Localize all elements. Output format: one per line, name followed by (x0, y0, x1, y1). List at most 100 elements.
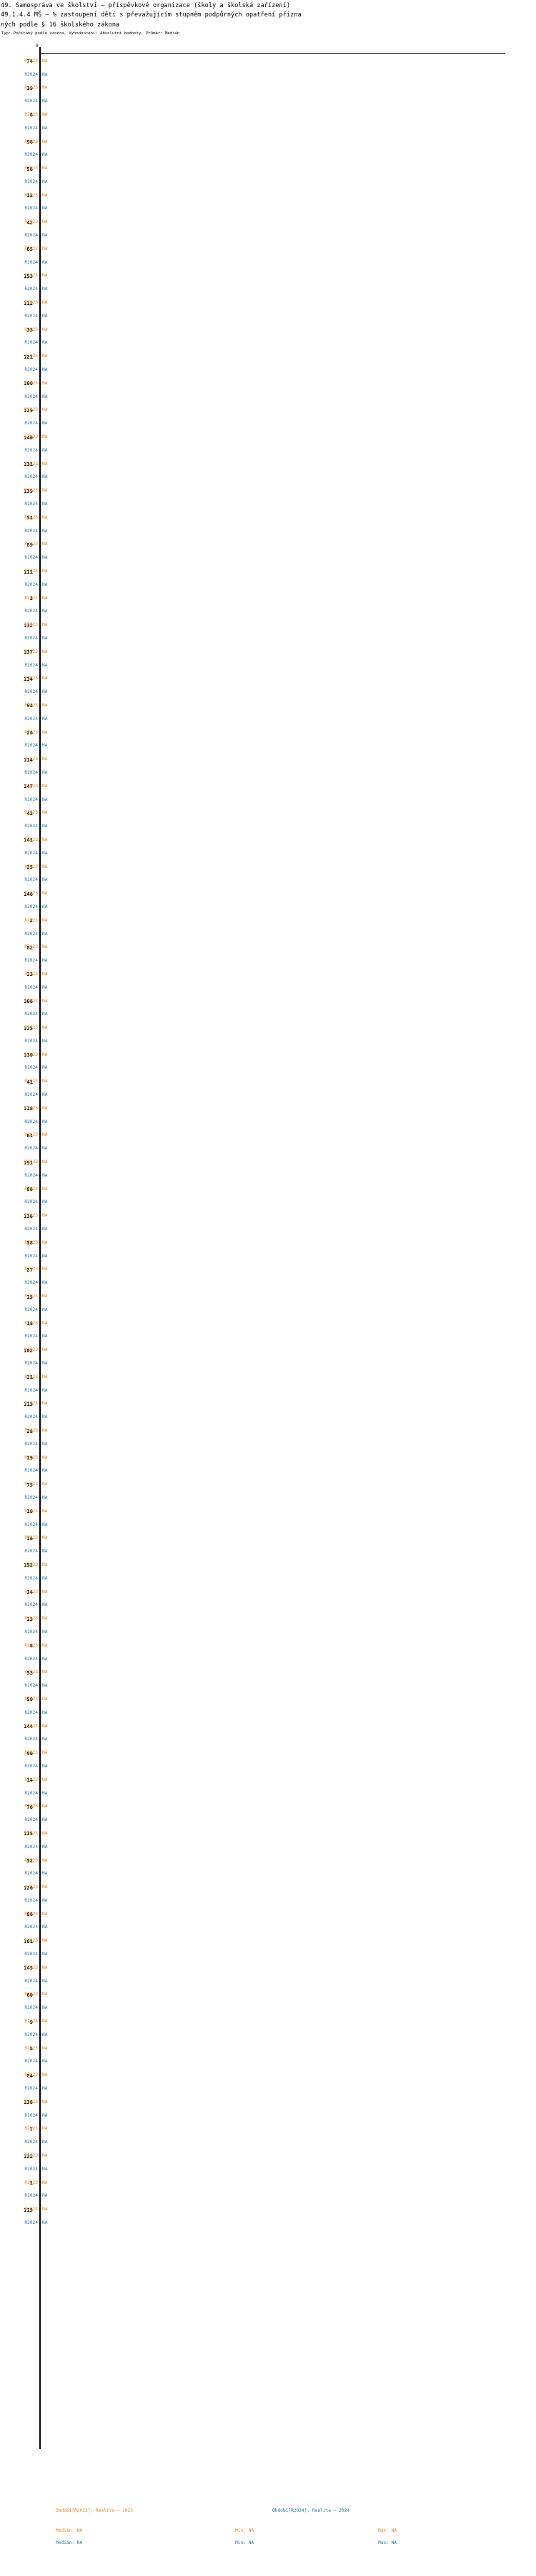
row-series-label-2023: R2023 (24, 891, 38, 897)
chart-row-group: 8 R2023 NA R2024 NA (0, 1640, 536, 1667)
chart-row: R2024 NA (0, 606, 536, 620)
chart-row: 102 R2023 NA (0, 1345, 536, 1359)
row-index-label: 53 (26, 1669, 33, 1676)
row-value-2024: NA (42, 1924, 48, 1930)
row-value-2024: NA (42, 421, 48, 426)
row-value-2023: NA (42, 864, 48, 869)
row-value-2023: NA (42, 998, 48, 1004)
chart-row: R2024 NA (0, 1573, 536, 1587)
row-value-2023: NA (42, 944, 48, 950)
row-index-label: 84 (26, 2072, 33, 2079)
row-series-label-2023: R2023 (24, 702, 38, 708)
row-value-2023: NA (42, 1642, 48, 1648)
row-index-label: 96 (26, 139, 33, 145)
chart-row: R2024 NA (0, 1412, 536, 1426)
chart-row: 125 R2023 NA (0, 1023, 536, 1037)
row-series-label-2023: R2023 (24, 1562, 38, 1567)
row-series-label-2023: R2023 (24, 1938, 38, 1944)
row-series-label-2023: R2023 (24, 139, 38, 144)
row-index-label: 102 (24, 1347, 33, 1354)
row-index-label: 41 (26, 1078, 33, 1085)
row-series-label-2023: R2023 (24, 488, 38, 494)
row-series-label-2024: R2024 (24, 394, 38, 399)
row-index-label: 5 (29, 2045, 33, 2052)
row-value-2024: NA (42, 1012, 48, 1017)
axis-zero-line (39, 47, 41, 2450)
chart-row: R2024 NA (0, 365, 536, 379)
chart-row: R2024 NA (0, 2218, 536, 2232)
row-series-label-2024: R2024 (24, 1629, 38, 1634)
row-value-2024: NA (42, 689, 48, 695)
row-value-2023: NA (42, 1428, 48, 1433)
chart-row-group: 86 R2023 NA R2024 NA (0, 1909, 536, 1936)
row-series-label-2024: R2024 (24, 984, 38, 990)
chart-row: 90 R2023 NA (0, 1748, 536, 1762)
row-value-2023: NA (42, 380, 48, 386)
row-series-label-2024: R2024 (24, 528, 38, 534)
chart-row: R2024 NA (0, 794, 536, 808)
row-series-label-2024: R2024 (24, 1253, 38, 1259)
chart-title-line-1: 49. Samospráva ve školství – příspěvkové… (1, 2, 291, 9)
chart-row: 114 R2023 NA (0, 754, 536, 768)
chart-row: R2024 NA (0, 1734, 536, 1748)
row-index-label: 61 (26, 1132, 33, 1139)
chart-row-group: 121 R2023 NA R2024 NA (0, 351, 536, 379)
row-value-2024: NA (42, 2059, 48, 2065)
chart-title-block: 49. Samospráva ve školství – příspěvkové… (0, 0, 536, 38)
row-value-2023: NA (42, 246, 48, 251)
row-series-label-2024: R2024 (24, 877, 38, 883)
row-series-label-2023: R2023 (24, 649, 38, 654)
row-value-2024: NA (42, 1978, 48, 1984)
row-value-2024: NA (42, 797, 48, 802)
chart-row: 13 R2023 NA (0, 1614, 536, 1627)
row-value-2023: NA (42, 622, 48, 628)
row-value-2024: NA (42, 1575, 48, 1581)
axis-tick-zero-label: 0 (36, 44, 39, 49)
chart-row-group: 75 R2023 NA R2024 NA (0, 1479, 536, 1507)
row-index-label: 60 (26, 1991, 33, 1998)
row-value-2024: NA (42, 71, 48, 77)
row-index-label: 89 (26, 541, 33, 548)
chart-row-group: 12 R2023 NA R2024 NA (0, 190, 536, 217)
row-value-2024: NA (42, 259, 48, 265)
row-index-label: 145 (24, 1965, 33, 1972)
row-value-2024: NA (42, 474, 48, 480)
chart-row-group: 14 R2023 NA R2024 NA (0, 1774, 536, 1802)
chart-row: R2024 NA (0, 1681, 536, 1694)
row-value-2023: NA (42, 1454, 48, 1460)
row-value-2024: NA (42, 1038, 48, 1044)
row-series-label-2024: R2024 (24, 286, 38, 292)
chart-row: 115 R2023 NA (0, 2205, 536, 2218)
row-index-label: 14 (26, 1777, 33, 1784)
chart-row: 153 R2023 NA (0, 271, 536, 284)
row-index-label: 2 (29, 917, 33, 924)
row-value-2023: NA (42, 273, 48, 279)
chart-row-group: 82 R2023 NA R2024 NA (0, 942, 536, 969)
chart-row-group: 140 R2023 NA R2024 NA (0, 432, 536, 459)
row-series-label-2023: R2023 (24, 380, 38, 386)
chart-row: 131 R2023 NA (0, 459, 536, 472)
row-value-2024: NA (42, 958, 48, 964)
row-series-label-2024: R2024 (24, 152, 38, 158)
row-index-label: 114 (24, 756, 33, 763)
row-series-label-2023: R2023 (24, 1105, 38, 1111)
row-index-label: 75 (26, 1481, 33, 1488)
row-value-2024: NA (42, 286, 48, 292)
chart-row: 134 R2023 NA (0, 674, 536, 687)
row-series-label-2024: R2024 (24, 313, 38, 319)
row-value-2024: NA (42, 1334, 48, 1339)
legend-min-2023: Min: NA (235, 2528, 254, 2533)
row-value-2023: NA (42, 1213, 48, 1219)
row-value-2024: NA (42, 1414, 48, 1420)
row-series-label-2024: R2024 (24, 1065, 38, 1071)
row-index-label: 51 (26, 514, 33, 521)
row-series-label-2024: R2024 (24, 1361, 38, 1367)
chart-row: 18 R2023 NA (0, 1318, 536, 1332)
chart-row: R2024 NA (0, 1009, 536, 1023)
row-value-2023: NA (42, 1616, 48, 1622)
row-value-2024: NA (42, 1683, 48, 1689)
row-value-2024: NA (42, 2005, 48, 2011)
row-value-2023: NA (42, 810, 48, 816)
row-value-2023: NA (42, 1669, 48, 1675)
chart-row-list: 74 R2023 NA R2024 NA 39 R2023 NA R2024 NA 6 R2023 NA… (0, 56, 536, 2231)
